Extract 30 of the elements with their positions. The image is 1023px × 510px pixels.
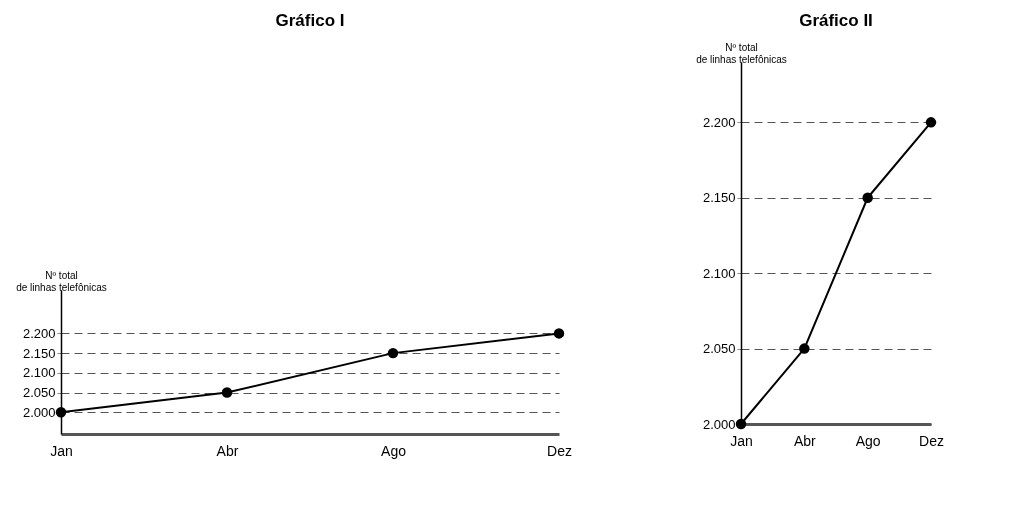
y-tick-label: 2.150 <box>702 190 736 206</box>
point <box>862 192 873 203</box>
point <box>221 387 233 398</box>
chart-title: Gráfico I <box>275 11 345 30</box>
y-tick-label: 2.200 <box>702 114 736 130</box>
point <box>799 343 810 354</box>
y-tick-label: 2.050 <box>22 385 56 401</box>
y-axis-title: Nº total de linhas telefônicas <box>16 269 107 293</box>
y-tick-label: 2.100 <box>702 265 736 281</box>
y-tick-label: 2.100 <box>22 365 56 381</box>
x-tick-label: Ago <box>855 432 881 449</box>
x-tick-label: Dez <box>919 432 944 449</box>
point <box>387 347 399 359</box>
y-tick-label: 2.000 <box>702 416 736 432</box>
y-tick-label: 2.200 <box>22 325 56 341</box>
y-tick-label: 2.000 <box>22 404 56 420</box>
x-tick-label: Abr <box>216 442 239 459</box>
x-tick-label: Jan <box>730 432 753 449</box>
y-axis-title: Nº total de linhas telefônicas <box>696 41 787 65</box>
point <box>925 117 937 128</box>
chart-title: Gráfico II <box>799 11 873 30</box>
x-tick-label: Abr <box>793 432 817 449</box>
y-tick-label: 2.050 <box>702 341 736 357</box>
y-tick-label: 2.150 <box>22 345 56 361</box>
x-tick-label: Dez <box>547 442 572 459</box>
point <box>55 407 67 418</box>
x-tick-label: Jan <box>50 442 73 459</box>
x-tick-label: Ago <box>381 442 407 459</box>
point <box>735 418 747 430</box>
point <box>553 328 565 339</box>
